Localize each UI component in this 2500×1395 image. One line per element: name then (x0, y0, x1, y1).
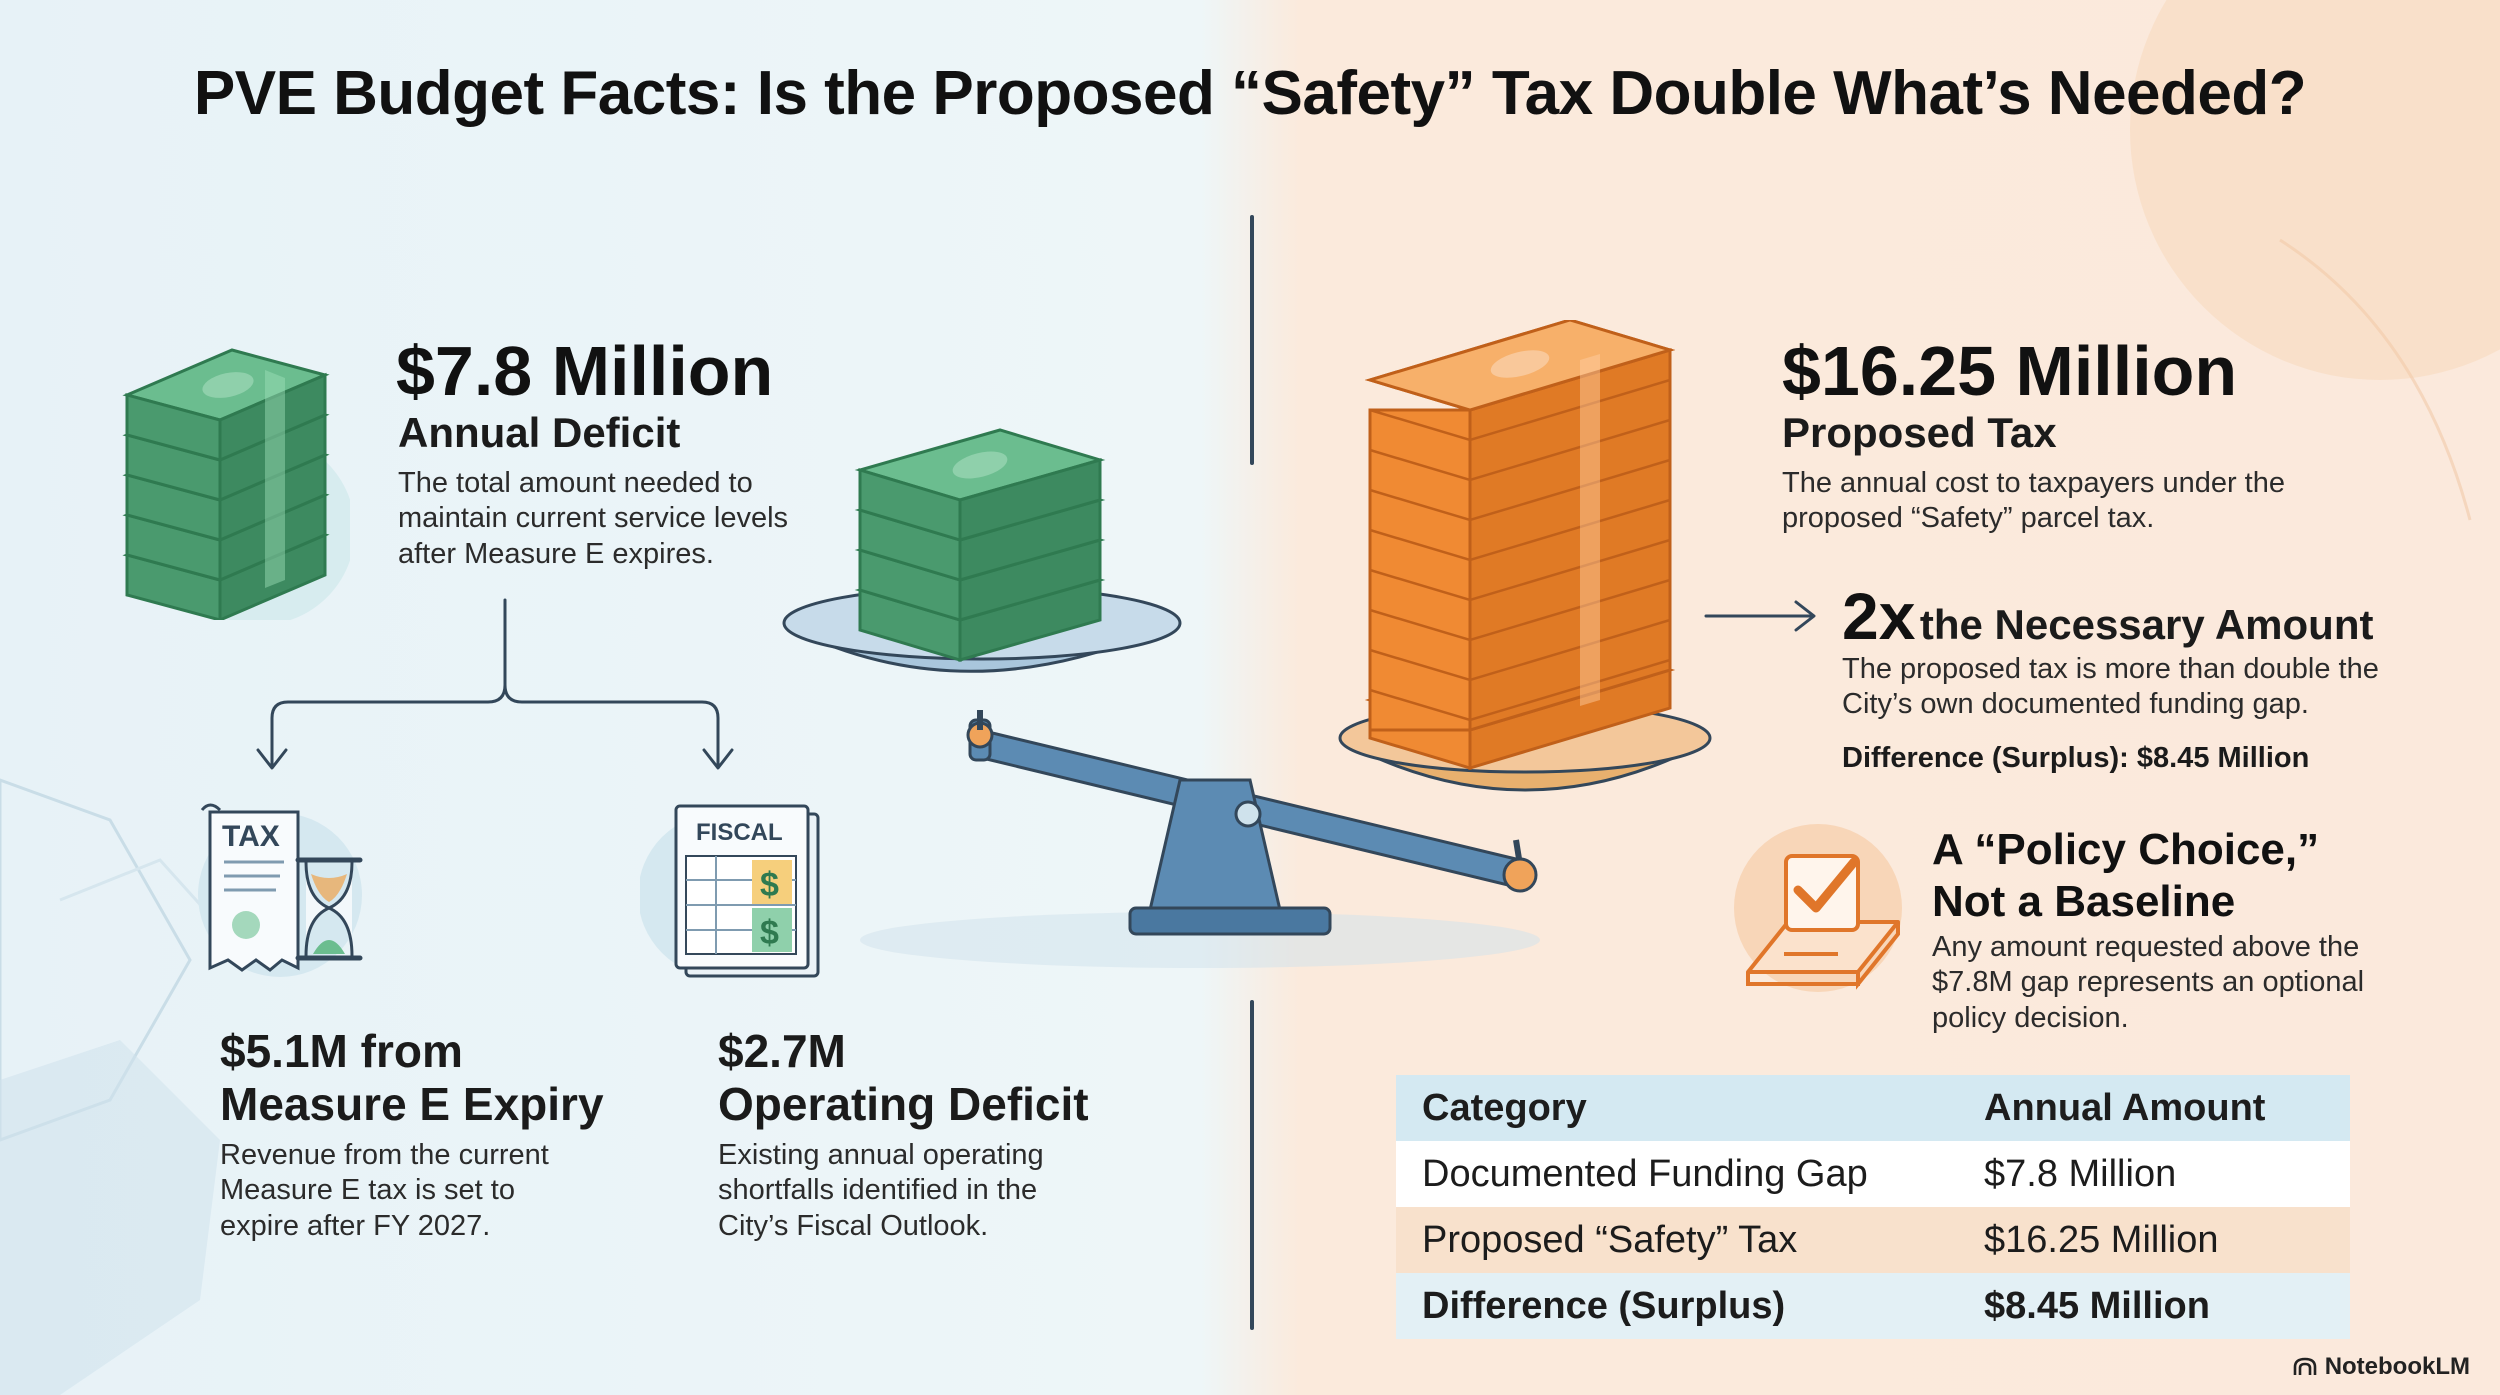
measure-e-label: Measure E Expiry (220, 1078, 604, 1130)
operating-description: Existing annual operating shortfalls ide… (718, 1139, 1044, 1242)
table-cell: $7.8 Million (1958, 1141, 2350, 1207)
svg-text:FISCAL: FISCAL (696, 819, 783, 846)
multiple-description: The proposed tax is more than double the… (1842, 653, 2379, 721)
table-header-row: Category Annual Amount (1396, 1075, 2350, 1141)
deficit-amount: $7.8 Million (396, 332, 774, 410)
svg-text:TAX: TAX (222, 820, 280, 853)
center-divider-bottom (1250, 1000, 1254, 1330)
proposed-label: Proposed Tax (1782, 409, 2057, 456)
table-cell: $8.45 Million (1958, 1273, 2350, 1339)
table-header-cell: Category (1396, 1075, 1958, 1141)
table-row: Documented Funding Gap $7.8 Million (1396, 1141, 2350, 1207)
difference-surplus: Difference (Surplus): $8.45 Million (1842, 742, 2310, 774)
brand-logo: NotebookLM (2293, 1353, 2470, 1381)
table-cell: Documented Funding Gap (1396, 1141, 1958, 1207)
balance-scale-illustration (782, 320, 1712, 968)
center-divider-top (1250, 215, 1254, 465)
fiscal-report-icon: FISCAL $ $ (640, 804, 820, 978)
svg-text:$: $ (760, 866, 779, 904)
deficit-description: The total amount needed to maintain curr… (398, 467, 789, 570)
table-cell: $16.25 Million (1958, 1207, 2350, 1273)
deficit-label: Annual Deficit (398, 409, 681, 456)
tax-hourglass-icon: TAX (198, 803, 363, 977)
branch-arrows (256, 598, 734, 770)
measure-e-amount: $5.1M from (220, 1025, 463, 1077)
multiple-factor: 2x (1842, 579, 1916, 653)
table-header-cell: Annual Amount (1958, 1075, 2350, 1141)
proposed-amount: $16.25 Million (1782, 332, 2238, 410)
brand-label: NotebookLM (2324, 1353, 2470, 1380)
proposed-description: The annual cost to taxpayers under the p… (1782, 467, 2285, 535)
notebooklm-icon (2293, 1357, 2316, 1375)
operating-label: Operating Deficit (718, 1078, 1089, 1130)
ballot-checkmark-icon (1734, 824, 1902, 992)
arrow-right-icon (1704, 600, 1816, 632)
page-title: PVE Budget Facts: Is the Proposed “Safet… (193, 59, 2307, 128)
table-row: Proposed “Safety” Tax $16.25 Million (1396, 1207, 2350, 1273)
comparison-table: Category Annual Amount Documented Fundin… (1396, 1075, 2350, 1339)
multiple-label: the Necessary Amount (1919, 601, 2374, 648)
table-cell: Difference (Surplus) (1396, 1273, 1958, 1339)
table-row: Difference (Surplus) $8.45 Million (1396, 1273, 2350, 1339)
green-money-stack-icon (122, 348, 350, 620)
policy-title: A “Policy Choice,” Not a Baseline (1932, 825, 2320, 926)
table-cell: Proposed “Safety” Tax (1396, 1207, 1958, 1273)
measure-e-description: Revenue from the current Measure E tax i… (220, 1139, 549, 1242)
policy-description: Any amount requested above the $7.8M gap… (1932, 931, 2365, 1034)
svg-text:$: $ (760, 914, 779, 952)
multiple-heading: 2x the Necessary Amount (1842, 578, 2373, 654)
operating-amount: $2.7M (718, 1025, 846, 1077)
